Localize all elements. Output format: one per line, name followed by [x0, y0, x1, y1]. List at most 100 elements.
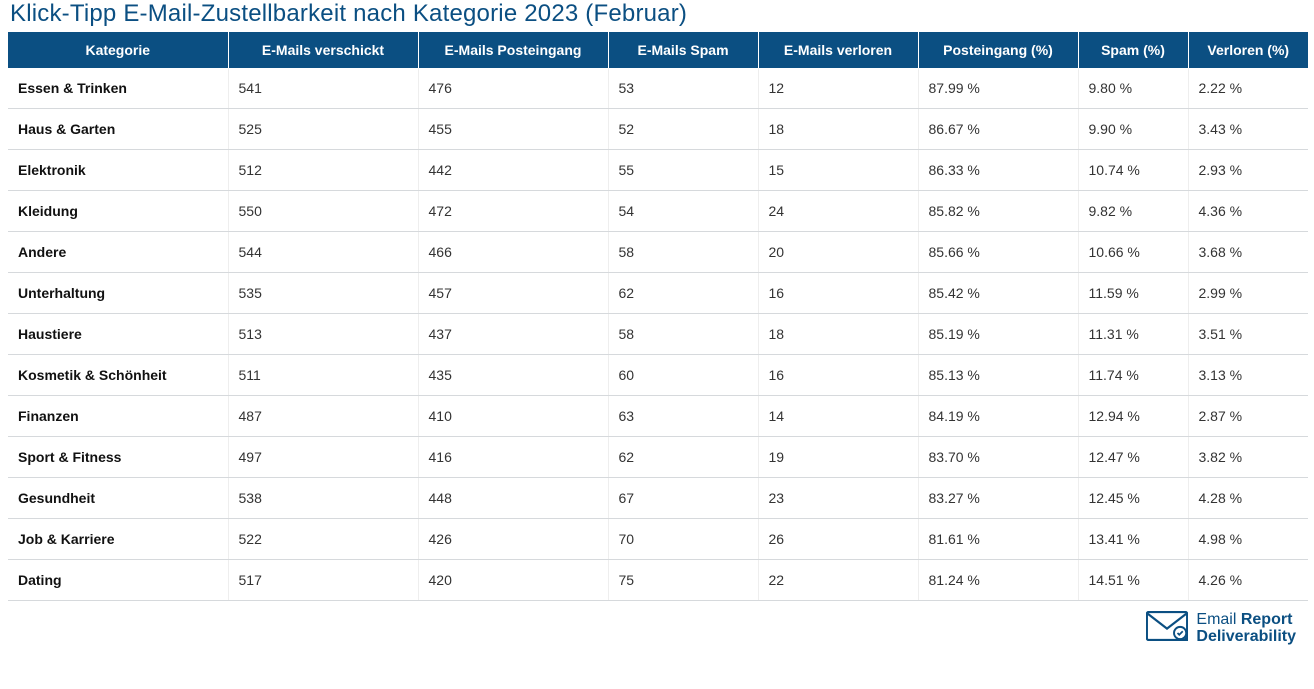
cell-lost: 18	[758, 109, 918, 150]
cell-spam-pct: 9.80 %	[1078, 68, 1188, 109]
cell-spam: 75	[608, 560, 758, 601]
cell-sent: 517	[228, 560, 418, 601]
cell-spam-pct: 11.74 %	[1078, 355, 1188, 396]
envelope-icon	[1146, 611, 1188, 646]
cell-spam-pct: 9.90 %	[1078, 109, 1188, 150]
table-row: Essen & Trinken541476531287.99 %9.80 %2.…	[8, 68, 1308, 109]
cell-category: Haus & Garten	[8, 109, 228, 150]
cell-inbox: 442	[418, 150, 608, 191]
cell-spam: 52	[608, 109, 758, 150]
cell-spam-pct: 12.45 %	[1078, 478, 1188, 519]
table-row: Job & Karriere522426702681.61 %13.41 %4.…	[8, 519, 1308, 560]
cell-inbox: 466	[418, 232, 608, 273]
cell-inbox-pct: 85.82 %	[918, 191, 1078, 232]
cell-category: Elektronik	[8, 150, 228, 191]
cell-inbox: 472	[418, 191, 608, 232]
cell-lost-pct: 2.99 %	[1188, 273, 1308, 314]
cell-lost: 12	[758, 68, 918, 109]
cell-inbox: 420	[418, 560, 608, 601]
cell-sent: 525	[228, 109, 418, 150]
col-header: Verloren (%)	[1188, 32, 1308, 68]
cell-lost-pct: 2.22 %	[1188, 68, 1308, 109]
cell-category: Dating	[8, 560, 228, 601]
cell-inbox-pct: 83.70 %	[918, 437, 1078, 478]
logo-line1-bold: Report	[1241, 611, 1293, 628]
cell-lost: 22	[758, 560, 918, 601]
cell-inbox-pct: 86.67 %	[918, 109, 1078, 150]
cell-spam-pct: 12.94 %	[1078, 396, 1188, 437]
cell-inbox-pct: 84.19 %	[918, 396, 1078, 437]
cell-category: Kosmetik & Schönheit	[8, 355, 228, 396]
cell-inbox-pct: 86.33 %	[918, 150, 1078, 191]
cell-category: Haustiere	[8, 314, 228, 355]
cell-inbox: 455	[418, 109, 608, 150]
table-row: Kleidung550472542485.82 %9.82 %4.36 %	[8, 191, 1308, 232]
table-row: Kosmetik & Schönheit511435601685.13 %11.…	[8, 355, 1308, 396]
cell-inbox-pct: 83.27 %	[918, 478, 1078, 519]
table-row: Andere544466582085.66 %10.66 %3.68 %	[8, 232, 1308, 273]
table-row: Finanzen487410631484.19 %12.94 %2.87 %	[8, 396, 1308, 437]
cell-lost: 18	[758, 314, 918, 355]
cell-lost-pct: 2.87 %	[1188, 396, 1308, 437]
cell-inbox-pct: 85.42 %	[918, 273, 1078, 314]
cell-category: Kleidung	[8, 191, 228, 232]
table-row: Haustiere513437581885.19 %11.31 %3.51 %	[8, 314, 1308, 355]
cell-spam: 54	[608, 191, 758, 232]
cell-sent: 497	[228, 437, 418, 478]
cell-sent: 511	[228, 355, 418, 396]
col-header: E-Mails Posteingang	[418, 32, 608, 68]
cell-lost-pct: 3.43 %	[1188, 109, 1308, 150]
cell-spam: 58	[608, 314, 758, 355]
col-header: E-Mails verloren	[758, 32, 918, 68]
cell-lost: 16	[758, 355, 918, 396]
cell-lost: 23	[758, 478, 918, 519]
page-title: Klick-Tipp E-Mail-Zustellbarkeit nach Ka…	[10, 0, 1306, 28]
table-row: Elektronik512442551586.33 %10.74 %2.93 %	[8, 150, 1308, 191]
cell-spam-pct: 12.47 %	[1078, 437, 1188, 478]
cell-inbox-pct: 85.13 %	[918, 355, 1078, 396]
cell-spam: 58	[608, 232, 758, 273]
cell-category: Finanzen	[8, 396, 228, 437]
brand-logo-text: Email Report Deliverability	[1196, 612, 1296, 646]
cell-sent: 522	[228, 519, 418, 560]
col-header: Kategorie	[8, 32, 228, 68]
cell-inbox: 437	[418, 314, 608, 355]
table-header-row: Kategorie E-Mails verschickt E-Mails Pos…	[8, 32, 1308, 68]
cell-spam: 60	[608, 355, 758, 396]
cell-inbox: 448	[418, 478, 608, 519]
cell-lost-pct: 2.93 %	[1188, 150, 1308, 191]
brand-logo: Email Report Deliverability	[1146, 611, 1296, 646]
cell-category: Essen & Trinken	[8, 68, 228, 109]
cell-spam: 63	[608, 396, 758, 437]
cell-spam-pct: 9.82 %	[1078, 191, 1188, 232]
cell-sent: 538	[228, 478, 418, 519]
table-row: Gesundheit538448672383.27 %12.45 %4.28 %	[8, 478, 1308, 519]
cell-spam: 62	[608, 437, 758, 478]
cell-lost-pct: 3.82 %	[1188, 437, 1308, 478]
cell-inbox: 410	[418, 396, 608, 437]
col-header: E-Mails verschickt	[228, 32, 418, 68]
col-header: E-Mails Spam	[608, 32, 758, 68]
col-header: Spam (%)	[1078, 32, 1188, 68]
cell-spam-pct: 13.41 %	[1078, 519, 1188, 560]
table-row: Sport & Fitness497416621983.70 %12.47 %3…	[8, 437, 1308, 478]
cell-spam: 67	[608, 478, 758, 519]
cell-sent: 513	[228, 314, 418, 355]
table-row: Haus & Garten525455521886.67 %9.90 %3.43…	[8, 109, 1308, 150]
cell-inbox: 435	[418, 355, 608, 396]
cell-lost: 26	[758, 519, 918, 560]
cell-inbox: 457	[418, 273, 608, 314]
cell-spam: 53	[608, 68, 758, 109]
cell-sent: 541	[228, 68, 418, 109]
cell-lost: 20	[758, 232, 918, 273]
cell-inbox: 416	[418, 437, 608, 478]
deliverability-table: Kategorie E-Mails verschickt E-Mails Pos…	[8, 32, 1308, 601]
table-row: Unterhaltung535457621685.42 %11.59 %2.99…	[8, 273, 1308, 314]
cell-spam: 70	[608, 519, 758, 560]
cell-lost-pct: 4.98 %	[1188, 519, 1308, 560]
cell-lost-pct: 4.36 %	[1188, 191, 1308, 232]
cell-lost-pct: 4.26 %	[1188, 560, 1308, 601]
cell-inbox-pct: 87.99 %	[918, 68, 1078, 109]
table-row: Dating517420752281.24 %14.51 %4.26 %	[8, 560, 1308, 601]
cell-sent: 550	[228, 191, 418, 232]
